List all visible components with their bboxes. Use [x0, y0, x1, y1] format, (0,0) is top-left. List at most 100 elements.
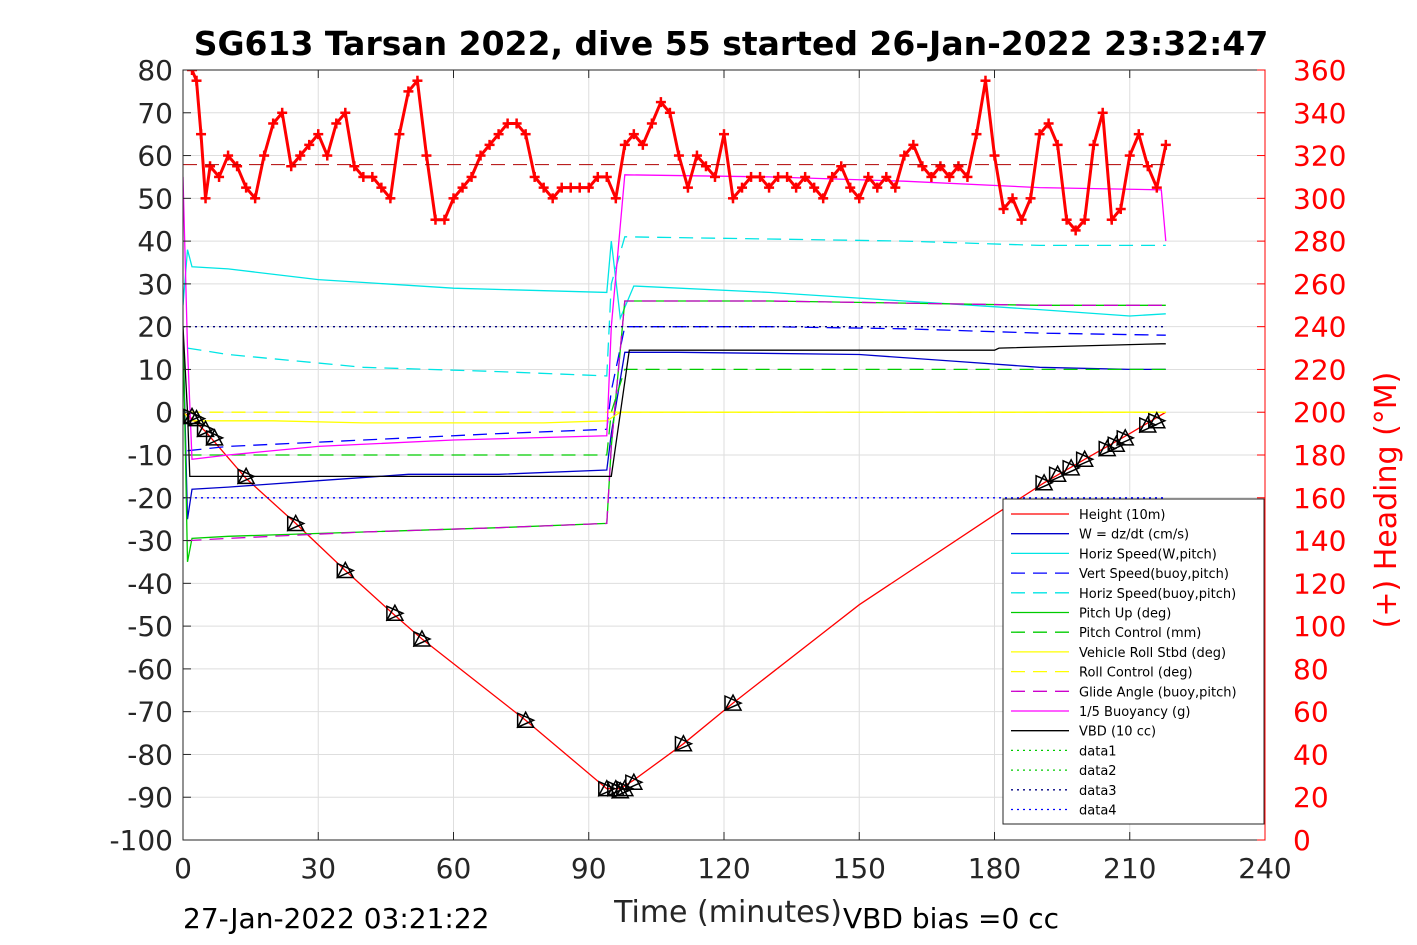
y-tick-label: -70 — [127, 696, 173, 729]
timestamp-label: 27-Jan-2022 03:21:22 — [183, 902, 489, 935]
heading-marker — [277, 107, 288, 118]
legend-entry-5: Pitch Up (deg) — [1079, 607, 1171, 622]
heading-marker — [601, 171, 612, 182]
marker-right-triangle — [1035, 474, 1054, 491]
x-tick-label: 30 — [300, 852, 336, 885]
sample-marker — [1097, 438, 1118, 457]
y-right-tick-label: 340 — [1293, 97, 1346, 130]
marker-up-triangle — [1147, 411, 1167, 429]
heading-marker — [1133, 129, 1144, 140]
y-tick-label: -30 — [127, 525, 173, 558]
heading-marker — [1160, 139, 1171, 150]
sample-marker — [1048, 464, 1068, 483]
marker-up-triangle — [674, 734, 693, 752]
x-tick-label: 240 — [1238, 852, 1291, 885]
marker-up-triangle — [236, 466, 256, 485]
heading-marker — [250, 193, 261, 204]
heading-marker — [592, 171, 603, 182]
heading-marker — [583, 182, 594, 193]
heading-marker — [574, 182, 585, 193]
marker-up-triangle — [412, 629, 432, 647]
heading-layer — [183, 70, 1171, 236]
heading-marker — [890, 182, 901, 193]
y-right-tick-label: 300 — [1293, 182, 1346, 215]
heading-marker — [953, 161, 964, 172]
heading-marker — [1007, 193, 1018, 204]
heading-marker — [466, 171, 477, 182]
legend-entry-2: Horiz Speed(W,pitch) — [1079, 547, 1217, 562]
heading-marker — [646, 118, 657, 129]
heading-marker — [241, 182, 252, 193]
heading-marker — [637, 139, 648, 150]
heading-marker — [223, 150, 234, 161]
legend-entry-6: Pitch Control (mm) — [1079, 626, 1201, 641]
marker-up-triangle — [1115, 428, 1135, 446]
marker-up-triangle — [624, 772, 644, 790]
marker-up-triangle — [1138, 415, 1158, 433]
chart-title: SG613 Tarsan 2022, dive 55 started 26-Ja… — [194, 24, 1269, 63]
heading-marker — [818, 193, 829, 204]
y-tick-label: 60 — [137, 140, 173, 173]
sample-marker — [1075, 449, 1095, 468]
y-tick-label: 20 — [137, 311, 173, 344]
heading-marker — [295, 150, 306, 161]
heading-marker — [1016, 214, 1027, 225]
heading-marker — [764, 182, 775, 193]
heading-marker — [980, 75, 991, 86]
heading-marker — [205, 161, 216, 172]
heading-marker — [791, 182, 802, 193]
heading-marker — [1088, 139, 1099, 150]
heading-marker — [187, 70, 198, 75]
series-line-9 — [187, 300, 1166, 542]
heading-marker — [782, 171, 793, 182]
sample-marker — [1115, 428, 1136, 447]
heading-marker — [709, 171, 720, 182]
heading-marker — [304, 139, 315, 150]
marker-right-triangle — [1139, 416, 1158, 434]
heading-marker — [1124, 150, 1135, 161]
legend-entry-8: Roll Control (deg) — [1079, 666, 1193, 681]
heading-marker — [628, 129, 639, 140]
marker-right-triangle — [1048, 466, 1068, 483]
legend-entry-13: data2 — [1079, 764, 1117, 779]
sample-marker — [385, 603, 405, 622]
heading-marker — [1106, 214, 1117, 225]
heading-marker — [1034, 129, 1045, 140]
heading-marker — [998, 204, 1009, 215]
legend-entry-11: VBD (10 cc) — [1079, 725, 1156, 740]
heading-marker — [962, 171, 973, 182]
marker-right-triangle — [1107, 436, 1127, 453]
marker-right-triangle — [205, 429, 225, 447]
sample-marker — [336, 560, 356, 579]
sample-marker — [516, 710, 536, 729]
marker-up-triangle — [286, 513, 305, 532]
x-tick-label: 90 — [571, 852, 607, 885]
legend: Height (10m) W = dz/dt (cm/s) Horiz Speed(… — [1002, 498, 1265, 825]
heading-marker — [457, 182, 468, 193]
y-right-tick-label: 160 — [1293, 482, 1346, 515]
legend-entry-4: Horiz Speed(buoy,pitch) — [1079, 587, 1236, 602]
marker-right-triangle — [1148, 412, 1167, 429]
heading-marker — [691, 150, 702, 161]
heading-marker — [836, 161, 847, 172]
y-tick-label: 10 — [137, 353, 173, 386]
heading-marker — [872, 182, 883, 193]
heading-marker — [529, 171, 540, 182]
heading-marker — [448, 193, 459, 204]
y-right-tick-label: 280 — [1293, 225, 1346, 258]
heading-marker — [863, 171, 874, 182]
heading-marker — [1043, 118, 1054, 129]
heading-marker — [232, 161, 243, 172]
marker-up-triangle — [516, 710, 535, 728]
heading-marker — [755, 171, 766, 182]
sample-marker — [1061, 458, 1082, 476]
heading-marker — [935, 161, 946, 172]
series-line-3 — [187, 326, 1166, 452]
x-tick-label: 0 — [174, 852, 192, 885]
heading-marker — [191, 75, 202, 86]
heading-marker — [520, 129, 531, 140]
marker-right-triangle — [598, 780, 617, 797]
x-tick-label: 180 — [968, 852, 1021, 885]
sample-marker — [412, 629, 432, 648]
y-right-tick-label: 0 — [1293, 824, 1311, 857]
